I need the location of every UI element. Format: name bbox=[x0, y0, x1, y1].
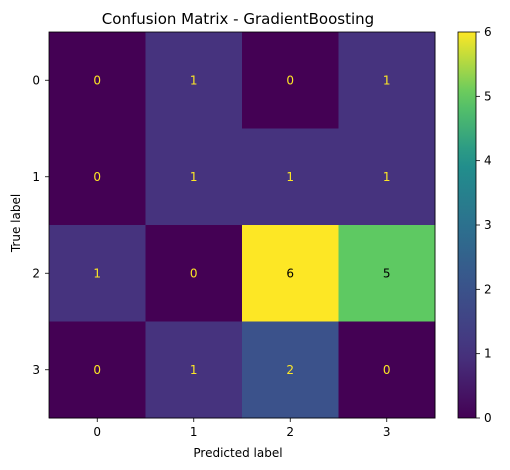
heatmap-cell bbox=[145, 128, 243, 226]
cell-value-label: 0 bbox=[93, 73, 101, 87]
x-tick-label: 3 bbox=[383, 425, 391, 439]
cell-value-label: 1 bbox=[190, 363, 198, 377]
colorbar-tick-label: 3 bbox=[484, 218, 492, 232]
heatmap-cell bbox=[242, 321, 339, 419]
heatmap-cell bbox=[49, 225, 146, 322]
chart-title: Confusion Matrix - GradientBoosting bbox=[102, 10, 374, 28]
cell-value-label: 1 bbox=[383, 73, 391, 87]
colorbar-tick-label: 5 bbox=[484, 89, 492, 103]
heatmap-cell bbox=[242, 225, 339, 322]
heatmap-cell bbox=[338, 321, 436, 419]
y-axis-label: True label bbox=[9, 194, 23, 253]
heatmap-cell bbox=[49, 32, 146, 129]
cell-value-label: 0 bbox=[383, 363, 391, 377]
cell-value-label: 1 bbox=[190, 73, 198, 87]
heatmap-cell bbox=[338, 128, 436, 226]
heatmap-cell bbox=[242, 32, 339, 129]
heatmap-cell bbox=[49, 321, 146, 419]
cell-value-label: 0 bbox=[93, 363, 101, 377]
heatmap-cell bbox=[242, 128, 339, 226]
heatmap-cell bbox=[145, 32, 243, 129]
x-tick-label: 0 bbox=[93, 425, 101, 439]
colorbar-tick-label: 1 bbox=[484, 347, 492, 361]
cell-value-label: 1 bbox=[286, 170, 294, 184]
heatmap-cell bbox=[145, 225, 243, 322]
x-axis-label: Predicted label bbox=[193, 446, 282, 460]
cell-value-label: 1 bbox=[93, 266, 101, 280]
cell-value-label: 1 bbox=[383, 170, 391, 184]
colorbar-gradient bbox=[457, 31, 477, 419]
y-tick-label: 0 bbox=[32, 73, 40, 87]
heatmap-cell bbox=[145, 321, 243, 419]
heatmap-cell bbox=[338, 225, 436, 322]
cell-value-label: 2 bbox=[286, 363, 294, 377]
colorbar: 0 1 2 3 4 5 6 bbox=[457, 25, 492, 425]
x-tick-label: 1 bbox=[190, 425, 198, 439]
heatmap-cell bbox=[49, 128, 146, 226]
plot-frame bbox=[48, 31, 436, 419]
colorbar-tick-label: 4 bbox=[484, 154, 492, 168]
colorbar-tick-label: 6 bbox=[484, 25, 492, 39]
x-tick-label: 2 bbox=[286, 425, 294, 439]
cell-value-label: 0 bbox=[286, 73, 294, 87]
x-axis: 0 1 2 3 bbox=[93, 418, 391, 439]
cell-value-label: 5 bbox=[383, 266, 391, 280]
heatmap-cells: 0 1 0 1 0 1 1 1 1 0 6 5 0 1 2 0 bbox=[48, 31, 436, 419]
y-tick-label: 1 bbox=[32, 170, 40, 184]
cell-value-label: 6 bbox=[286, 266, 294, 280]
colorbar-tick-label: 2 bbox=[484, 282, 492, 296]
y-tick-label: 2 bbox=[32, 266, 40, 280]
colorbar-tick-label: 0 bbox=[484, 411, 492, 425]
cell-value-label: 0 bbox=[93, 170, 101, 184]
cell-value-label: 1 bbox=[190, 170, 198, 184]
cell-value-label: 0 bbox=[190, 266, 198, 280]
y-tick-label: 3 bbox=[32, 363, 40, 377]
heatmap-cell bbox=[338, 32, 436, 129]
y-axis: 0 1 2 3 bbox=[32, 73, 49, 377]
